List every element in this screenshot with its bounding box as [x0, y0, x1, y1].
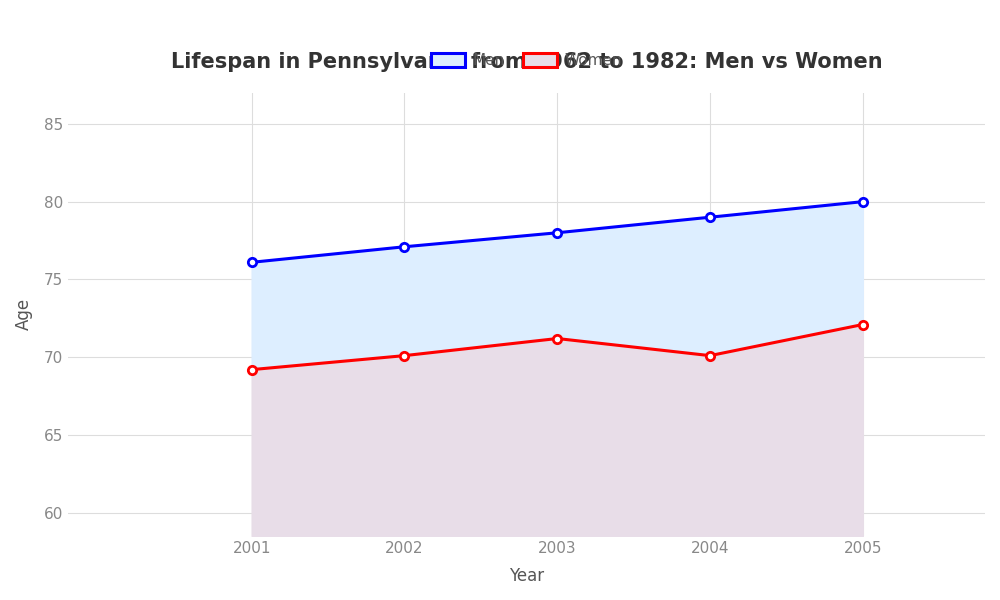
- Title: Lifespan in Pennsylvania from 1962 to 1982: Men vs Women: Lifespan in Pennsylvania from 1962 to 19…: [171, 52, 882, 72]
- X-axis label: Year: Year: [509, 567, 544, 585]
- Y-axis label: Age: Age: [15, 298, 33, 331]
- Legend: Men, Women: Men, Women: [425, 47, 628, 74]
